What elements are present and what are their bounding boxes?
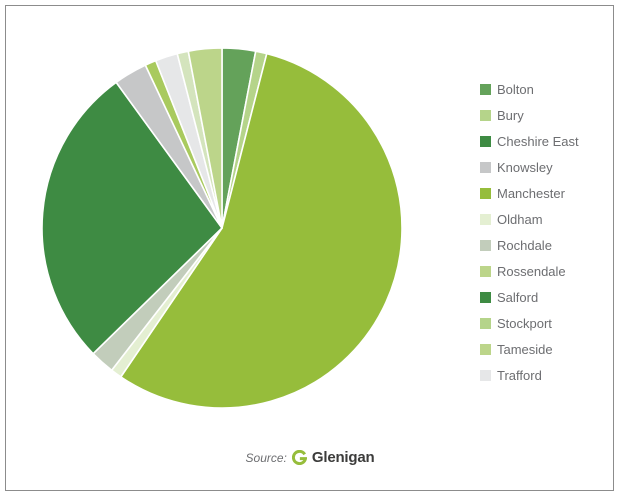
pie-slice-rossendale [187, 47, 223, 229]
legend-label: Oldham [497, 211, 543, 227]
legend-swatch [480, 161, 491, 173]
source-label: Source: [245, 450, 287, 465]
legend-item: Bury [480, 102, 579, 128]
legend-swatch [480, 317, 491, 329]
legend-label: Rossendale [497, 263, 566, 279]
pie-slice-manchester [120, 52, 403, 409]
legend-label: Knowsley [497, 159, 553, 175]
legend-label: Rochdale [497, 237, 552, 253]
legend-label: Manchester [497, 185, 565, 201]
legend-item: Cheshire East [480, 128, 579, 154]
source-credit: Source: Glenigan [0, 449, 620, 466]
legend-swatch [480, 343, 491, 355]
legend-item: Tameside [480, 336, 579, 362]
legend-label: Salford [497, 289, 539, 305]
legend-swatch [480, 265, 491, 277]
legend-item: Rochdale [480, 232, 579, 258]
legend-item: Salford [480, 284, 579, 310]
legend-swatch [480, 369, 491, 381]
legend-swatch [480, 239, 491, 251]
legend-swatch [480, 187, 491, 199]
legend-item: Knowsley [480, 154, 579, 180]
legend-label: Cheshire East [497, 133, 579, 149]
legend-swatch [480, 213, 491, 225]
legend-label: Trafford [497, 367, 542, 383]
chart-legend: Bolton Bury Cheshire East Knowsley Mancheste… [480, 76, 579, 388]
pie-slice-salford [41, 81, 223, 355]
legend-swatch [480, 291, 491, 303]
legend-label: Bury [497, 107, 524, 123]
pie-slices [41, 47, 403, 409]
legend-item: Bolton [480, 76, 579, 102]
legend-label: Bolton [497, 81, 534, 97]
legend-swatch [480, 135, 491, 147]
legend-item: Manchester [480, 180, 579, 206]
legend-item: Stockport [480, 310, 579, 336]
source-brand: Glenigan [311, 449, 375, 466]
legend-label: Stockport [497, 315, 552, 331]
legend-item: Oldham [480, 206, 579, 232]
legend-label: Tameside [497, 341, 553, 357]
glenigan-logo-icon [291, 450, 307, 465]
legend-swatch [480, 109, 491, 121]
legend-swatch [480, 83, 491, 95]
legend-item: Trafford [480, 362, 579, 388]
legend-item: Rossendale [480, 258, 579, 284]
